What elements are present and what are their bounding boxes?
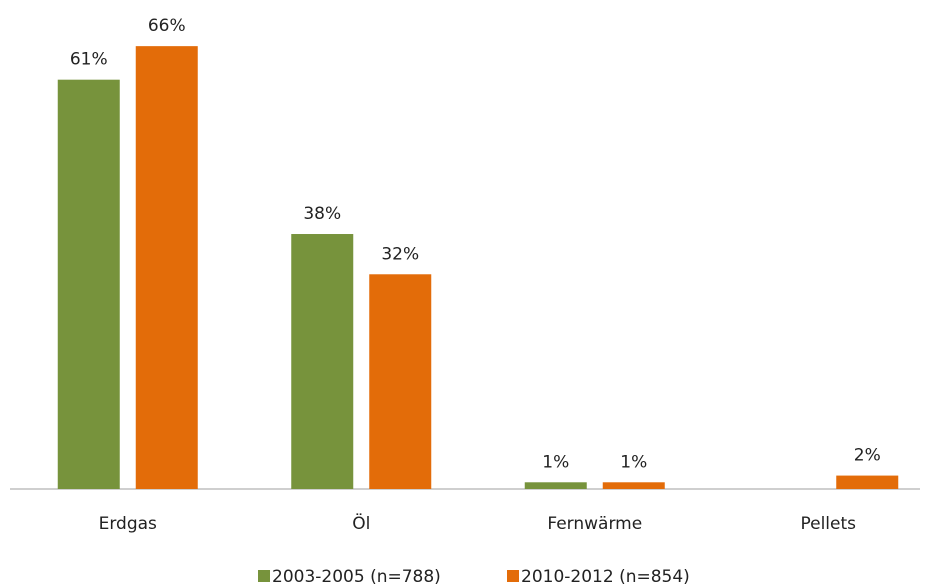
bar	[836, 475, 899, 489]
x-tick-label: Fernwärme	[547, 514, 642, 534]
data-label: 1%	[620, 452, 647, 472]
data-label: 61%	[70, 50, 108, 70]
x-tick-label: Öl	[352, 512, 370, 534]
x-tick-label: Erdgas	[99, 514, 157, 534]
data-label: 32%	[381, 244, 419, 264]
bar	[602, 482, 665, 489]
legend-swatch	[258, 570, 270, 582]
bar	[369, 274, 432, 489]
bar	[524, 482, 587, 489]
legend-swatch	[507, 570, 519, 582]
data-label: 1%	[542, 452, 569, 472]
legend-label: 2010-2012 (n=854)	[521, 567, 690, 587]
bar	[135, 46, 198, 489]
bar	[291, 234, 354, 489]
bar	[57, 79, 120, 489]
data-label: 38%	[303, 204, 341, 224]
data-label: 66%	[148, 16, 186, 36]
x-tick-label: Pellets	[800, 514, 856, 534]
legend-label: 2003-2005 (n=788)	[272, 567, 441, 587]
data-label: 2%	[854, 446, 881, 466]
